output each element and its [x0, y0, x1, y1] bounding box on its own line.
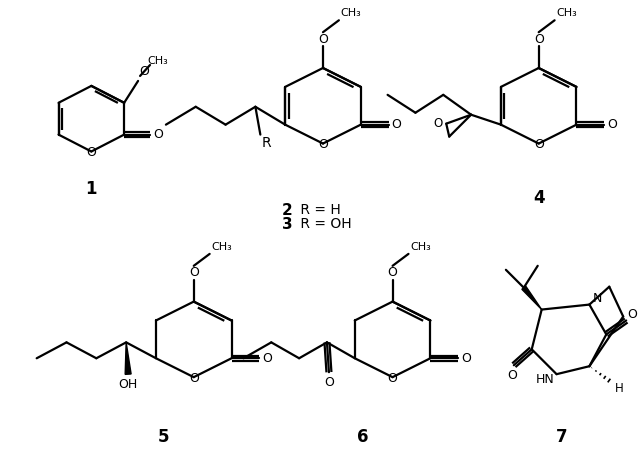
Text: O: O: [534, 32, 544, 46]
Text: O: O: [392, 118, 401, 131]
Text: O: O: [627, 308, 637, 321]
Text: O: O: [189, 266, 199, 279]
Polygon shape: [125, 342, 131, 375]
Text: O: O: [434, 117, 443, 130]
Text: CH₃: CH₃: [556, 8, 577, 18]
Text: O: O: [318, 32, 328, 46]
Text: CH₃: CH₃: [341, 8, 361, 18]
Text: O: O: [318, 138, 328, 151]
Polygon shape: [522, 286, 542, 310]
Text: O: O: [607, 118, 617, 131]
Text: R: R: [261, 135, 271, 149]
Text: O: O: [507, 368, 517, 382]
Text: O: O: [153, 128, 163, 141]
Text: 6: 6: [357, 428, 369, 446]
Text: CH₃: CH₃: [212, 242, 232, 252]
Text: 7: 7: [556, 428, 567, 446]
Text: O: O: [534, 138, 544, 151]
Text: R = OH: R = OH: [296, 217, 351, 231]
Text: O: O: [388, 372, 397, 384]
Text: O: O: [189, 372, 199, 384]
Text: CH₃: CH₃: [410, 242, 431, 252]
Text: 3: 3: [282, 217, 293, 232]
Text: 2: 2: [282, 203, 293, 218]
Text: 1: 1: [86, 180, 97, 198]
Text: R = H: R = H: [296, 203, 341, 217]
Text: O: O: [324, 376, 334, 389]
Text: O: O: [86, 146, 96, 159]
Text: O: O: [461, 352, 471, 365]
Text: O: O: [139, 65, 149, 78]
Text: O: O: [388, 266, 397, 279]
Text: 4: 4: [533, 189, 544, 207]
Text: N: N: [592, 292, 602, 305]
Text: 5: 5: [158, 428, 170, 446]
Text: O: O: [263, 352, 272, 365]
Text: H: H: [615, 382, 624, 395]
Text: OH: OH: [118, 377, 138, 391]
Text: CH₃: CH₃: [148, 56, 168, 66]
Text: HN: HN: [535, 373, 554, 386]
